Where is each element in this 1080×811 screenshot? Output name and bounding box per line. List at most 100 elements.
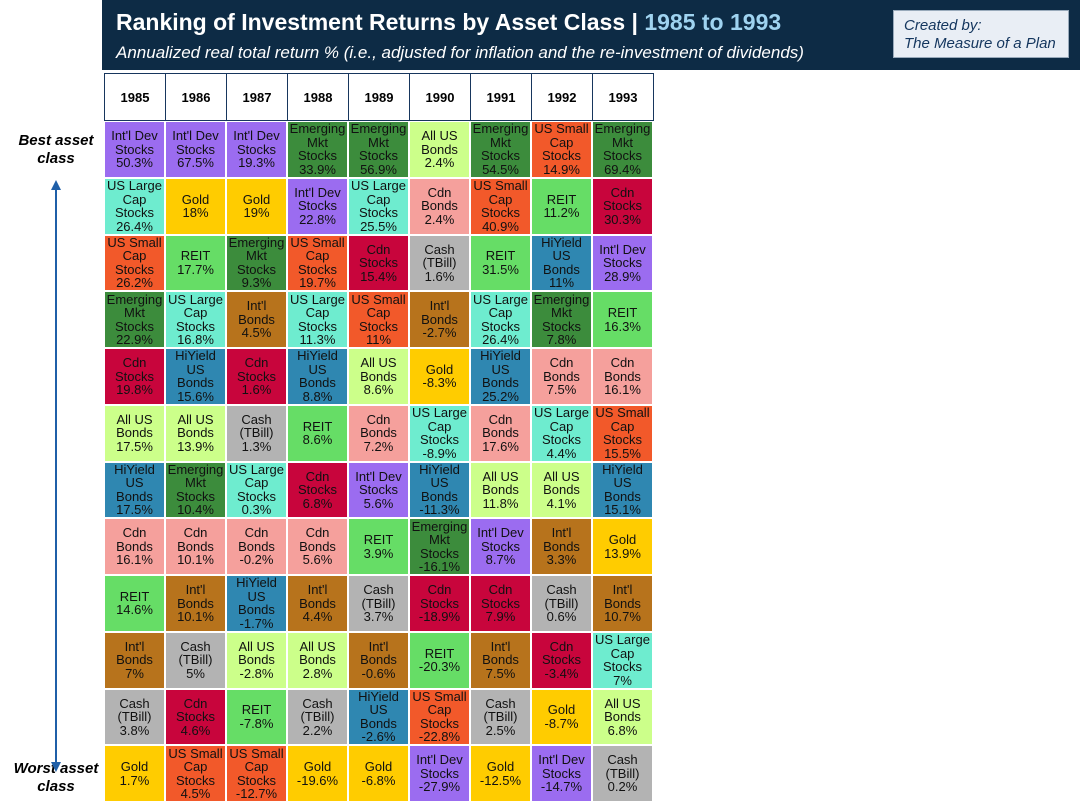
asset-name: Cdn Bonds [177,525,214,554]
return-value: 28.9% [604,268,641,284]
return-value: 13.9% [604,545,641,561]
asset-cell: Int'l Bonds -0.6% [348,631,409,689]
asset-name: Cdn Bonds [116,525,153,554]
return-value: 7.5% [546,382,577,398]
asset-cell: HiYield US Bonds 15.1% [592,461,653,519]
asset-cell: Cdn Bonds 16.1% [592,348,653,405]
asset-cell: REIT 3.9% [348,518,409,575]
return-value: 8.6% [302,432,333,448]
asset-name: Cash (TBill) [361,582,396,611]
asset-name: Emerging Mkt Stocks [350,121,407,164]
asset-cell: US Small Cap Stocks 40.9% [470,177,531,235]
asset-cell: Cdn Bonds 7.5% [531,348,592,405]
asset-name: Gold [303,759,332,775]
asset-cell: HiYield US Bonds -2.6% [348,688,409,746]
asset-cell: US Small Cap Stocks 14.9% [531,121,592,178]
asset-name: Int'l Dev Stocks [416,752,463,781]
asset-cell: Cash (TBill) 2.2% [287,688,348,746]
asset-cell: All US Bonds 6.8% [592,688,653,746]
return-value: -1.7% [239,615,274,631]
asset-cell: Int'l Bonds 10.1% [165,575,226,632]
asset-cell: Int'l Bonds 4.4% [287,575,348,632]
asset-name: US Large Cap Stocks [107,178,162,221]
asset-cell: US Small Cap Stocks 19.7% [287,234,348,292]
return-value: 4.4% [546,445,577,461]
asset-cell: All US Bonds 11.8% [470,461,531,519]
asset-name: US Large Cap Stocks [168,291,223,334]
asset-cell: Int'l Dev Stocks 5.6% [348,461,409,519]
return-value: 16.8% [177,332,214,348]
return-value: 16.1% [116,552,153,568]
return-value: -11.3% [419,502,460,518]
asset-name: REIT [424,645,455,661]
asset-name: Cdn Stocks [297,468,337,498]
asset-cell: Emerging Mkt Stocks 54.5% [470,121,531,178]
asset-name: All US Bonds [421,128,458,157]
asset-name: Gold [547,702,576,718]
return-value: -20.3% [418,659,461,675]
asset-cell: US Large Cap Stocks 7% [592,631,653,689]
return-value: 3.3% [546,552,577,568]
asset-cell: Cdn Bonds 16.1% [104,518,165,575]
asset-cell: Cdn Stocks -3.4% [531,631,592,689]
return-value: -8.9% [422,445,457,461]
asset-cell: Cdn Stocks 7.9% [470,575,531,632]
asset-name: All US Bonds [177,411,214,441]
return-value: 9.3% [241,275,272,291]
return-value: 11% [365,332,392,348]
asset-name: HiYield US Bonds [236,575,277,618]
asset-name: Int'l Dev Stocks [477,525,524,554]
asset-cell: REIT 16.3% [592,291,653,348]
return-value: -16.1% [418,559,461,575]
return-value: 18% [182,205,209,221]
best-label: Best asset class [18,132,94,167]
asset-cell: Gold -19.6% [287,745,348,802]
return-value: 2.8% [302,665,333,681]
asset-name: REIT [180,248,211,264]
asset-name: US Large Cap Stocks [412,405,467,448]
return-value: 8.8% [302,388,333,404]
asset-name: Int'l Dev Stocks [172,128,219,157]
asset-name: US Large Cap Stocks [473,291,528,334]
return-value: 56.9% [360,161,397,177]
return-value: 7% [125,665,144,681]
return-value: 3.8% [119,722,150,738]
year-header: 1985 [104,73,166,121]
asset-name: Cdn Bonds [238,525,275,554]
asset-cell: Cdn Bonds -0.2% [226,518,287,575]
return-value: 5.6% [302,552,333,568]
asset-cell: Int'l Bonds -2.7% [409,291,470,348]
asset-cell: Int'l Dev Stocks -14.7% [531,745,592,802]
year-header: 1988 [287,73,349,121]
asset-cell: Int'l Dev Stocks -27.9% [409,745,470,802]
asset-cell: HiYield US Bonds -1.7% [226,575,287,632]
asset-name: Emerging Mkt Stocks [533,291,590,334]
asset-name: Int'l Bonds [116,638,153,668]
asset-name: Int'l Dev Stocks [538,752,585,781]
return-value: 7.8% [546,332,577,348]
return-value: 22.8% [299,211,336,227]
credit-box: Created by: The Measure of a Plan [893,10,1069,58]
asset-cell: Cash (TBill) 5% [165,631,226,689]
return-value: 26.4% [116,218,153,234]
asset-name: Gold [425,361,454,377]
return-value: -12.7% [235,786,278,802]
asset-cell: Cdn Bonds 7.2% [348,404,409,462]
asset-name: US Small Cap Stocks [595,405,650,448]
asset-name: Cash (TBill) [544,582,579,611]
asset-cell: Cdn Stocks 30.3% [592,177,653,235]
return-value: 7.5% [485,665,516,681]
return-value: 4.5% [241,325,272,341]
asset-name: HiYield US Bonds [419,461,460,504]
asset-cell: Gold -6.8% [348,745,409,802]
return-value: 2.2% [302,722,333,738]
asset-name: Cdn Bonds [299,525,336,554]
return-value: 17.6% [482,438,519,454]
asset-cell: US Small Cap Stocks 4.5% [165,745,226,802]
asset-name: Cash (TBill) [422,241,457,271]
return-value: 30.3% [604,211,641,227]
credit-line: The Measure of a Plan [904,35,1056,52]
asset-cell: US Large Cap Stocks 11.3% [287,291,348,348]
return-value: -3.4% [544,665,579,681]
